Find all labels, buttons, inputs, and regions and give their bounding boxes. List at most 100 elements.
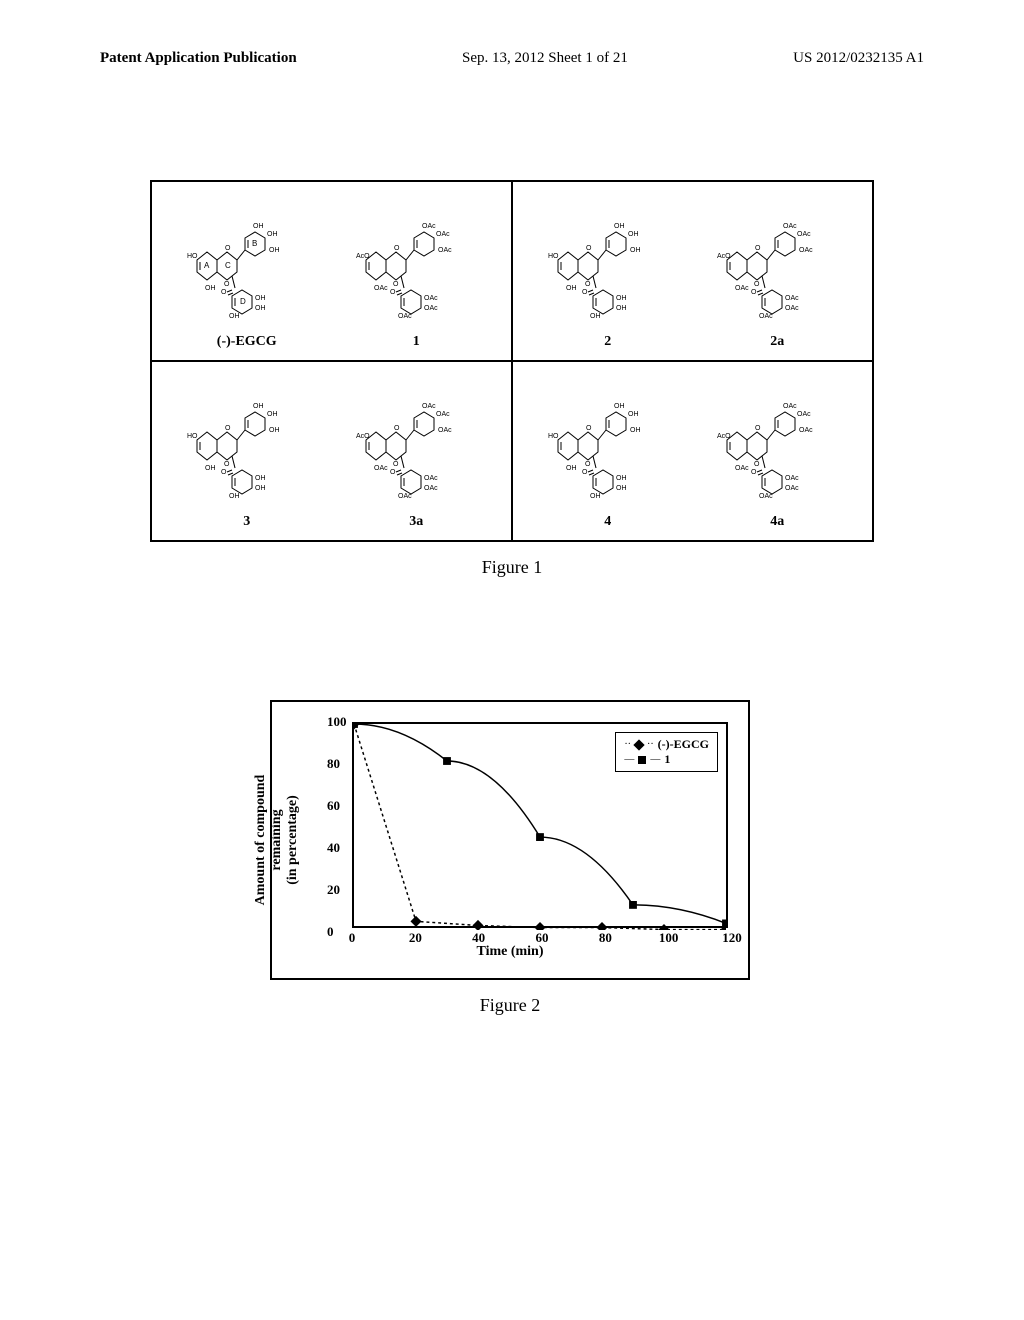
data-marker — [722, 919, 726, 927]
svg-text:O: O — [394, 245, 400, 252]
compound-label: 2a — [770, 334, 784, 350]
svg-text:O: O — [393, 281, 399, 288]
data-marker — [629, 901, 637, 909]
svg-text:OH: OH — [566, 465, 577, 472]
svg-text:OH: OH — [229, 313, 240, 320]
figure-2: Amount of compoundremaining(in percentag… — [270, 700, 750, 1016]
svg-text:OH: OH — [616, 475, 627, 482]
svg-text:OAc: OAc — [436, 231, 450, 238]
svg-text:OH: OH — [616, 305, 627, 312]
svg-text:OAc: OAc — [735, 285, 749, 292]
compound: HOOHOHOHOHOHOHOHOOO3 — [162, 372, 332, 530]
svg-text:OAc: OAc — [422, 223, 436, 230]
svg-text:O: O — [585, 461, 591, 468]
chart-box: Amount of compoundremaining(in percentag… — [270, 700, 750, 980]
data-marker — [536, 833, 544, 841]
svg-text:AcO: AcO — [356, 253, 370, 260]
svg-text:OH: OH — [614, 403, 625, 410]
compound: AcOOAcOAcOAcOAcOAcOAcOAcOOO2a — [693, 192, 863, 350]
legend-label: 1 — [664, 752, 670, 767]
chemical-structure-icon: HOOHOHOHOHOHOHOHOOO — [177, 390, 317, 510]
svg-text:AcO: AcO — [717, 433, 731, 440]
svg-text:OAc: OAc — [424, 475, 438, 482]
data-marker — [596, 922, 607, 930]
figure2-caption: Figure 2 — [270, 995, 750, 1016]
svg-text:OAc: OAc — [783, 403, 797, 410]
svg-text:OAc: OAc — [424, 485, 438, 492]
svg-text:OAc: OAc — [424, 305, 438, 312]
svg-text:OAc: OAc — [797, 411, 811, 418]
svg-text:OH: OH — [616, 485, 627, 492]
svg-text:OAc: OAc — [759, 313, 773, 320]
legend: ····(-)-EGCG——1 — [615, 732, 718, 772]
svg-text:OAc: OAc — [785, 485, 799, 492]
compound-label: (-)-EGCG — [217, 334, 277, 350]
y-tick: 100 — [327, 714, 347, 730]
plot-area-border: ····(-)-EGCG——1 — [352, 722, 728, 928]
svg-text:OH: OH — [269, 427, 280, 434]
svg-text:C: C — [225, 261, 231, 270]
svg-text:O: O — [754, 281, 760, 288]
svg-text:OH: OH — [253, 403, 264, 410]
header-left: Patent Application Publication — [100, 50, 297, 67]
x-tick: 100 — [659, 930, 679, 946]
svg-text:OH: OH — [267, 411, 278, 418]
legend-item: ····(-)-EGCG — [624, 737, 709, 752]
svg-text:OAc: OAc — [374, 285, 388, 292]
svg-text:O: O — [390, 469, 396, 476]
y-tick: 20 — [327, 882, 340, 898]
svg-text:OH: OH — [205, 465, 216, 472]
page-header: Patent Application Publication Sep. 13, … — [0, 50, 1024, 67]
structure-cell: HOOHOHOHOHOHOHOHOOO4AcOOAcOAcOAcOAcOAcOA… — [512, 361, 873, 541]
y-tick: 60 — [327, 798, 340, 814]
x-axis-label: Time (min) — [476, 944, 543, 960]
square-marker-icon — [638, 756, 646, 764]
svg-text:OH: OH — [630, 427, 641, 434]
svg-text:OH: OH — [614, 223, 625, 230]
data-marker — [443, 757, 451, 765]
diamond-marker-icon — [633, 739, 644, 750]
svg-text:O: O — [754, 461, 760, 468]
y-tick: 40 — [327, 840, 340, 856]
svg-text:OH: OH — [590, 313, 601, 320]
svg-text:HO: HO — [548, 433, 559, 440]
svg-text:OAc: OAc — [785, 305, 799, 312]
compound-label: 2 — [604, 334, 611, 350]
svg-text:OAc: OAc — [797, 231, 811, 238]
chemical-structure-icon: HOOHOHOHOHOHOHOHOOOACBD — [177, 210, 317, 330]
svg-text:OAc: OAc — [422, 403, 436, 410]
svg-text:OH: OH — [628, 411, 639, 418]
svg-text:B: B — [252, 239, 257, 248]
x-tick: 20 — [409, 930, 422, 946]
legend-item: ——1 — [624, 752, 709, 767]
compound: AcOOAcOAcOAcOAcOAcOAcOAcOOO1 — [332, 192, 502, 350]
svg-text:OH: OH — [269, 247, 280, 254]
svg-text:OH: OH — [205, 285, 216, 292]
chemical-structure-icon: HOOHOHOHOHOHOHOHOOO — [538, 390, 678, 510]
chemical-structure-icon: AcOOAcOAcOAcOAcOAcOAcOAcOOO — [346, 390, 486, 510]
svg-text:OAc: OAc — [438, 247, 452, 254]
data-marker — [534, 922, 545, 930]
svg-text:OAc: OAc — [785, 475, 799, 482]
svg-text:OAc: OAc — [398, 313, 412, 320]
chemical-structure-icon: AcOOAcOAcOAcOAcOAcOAcOAcOOO — [707, 210, 847, 330]
svg-text:OH: OH — [255, 475, 266, 482]
svg-text:O: O — [390, 289, 396, 296]
svg-text:HO: HO — [187, 253, 198, 260]
svg-text:O: O — [585, 281, 591, 288]
svg-text:OH: OH — [255, 295, 266, 302]
compound: AcOOAcOAcOAcOAcOAcOAcOAcOOO4a — [693, 372, 863, 530]
svg-text:O: O — [755, 425, 761, 432]
svg-text:O: O — [751, 289, 757, 296]
svg-text:AcO: AcO — [717, 253, 731, 260]
svg-text:OAc: OAc — [735, 465, 749, 472]
svg-text:OH: OH — [590, 493, 601, 500]
svg-text:O: O — [755, 245, 761, 252]
structure-cell: HOOHOHOHOHOHOHOHOOO3AcOOAcOAcOAcOAcOAcOA… — [151, 361, 512, 541]
compound: HOOHOHOHOHOHOHOHOOO2 — [523, 192, 693, 350]
svg-text:OAc: OAc — [785, 295, 799, 302]
svg-text:HO: HO — [548, 253, 559, 260]
svg-text:OAc: OAc — [783, 223, 797, 230]
svg-text:OAc: OAc — [424, 295, 438, 302]
svg-text:O: O — [394, 425, 400, 432]
